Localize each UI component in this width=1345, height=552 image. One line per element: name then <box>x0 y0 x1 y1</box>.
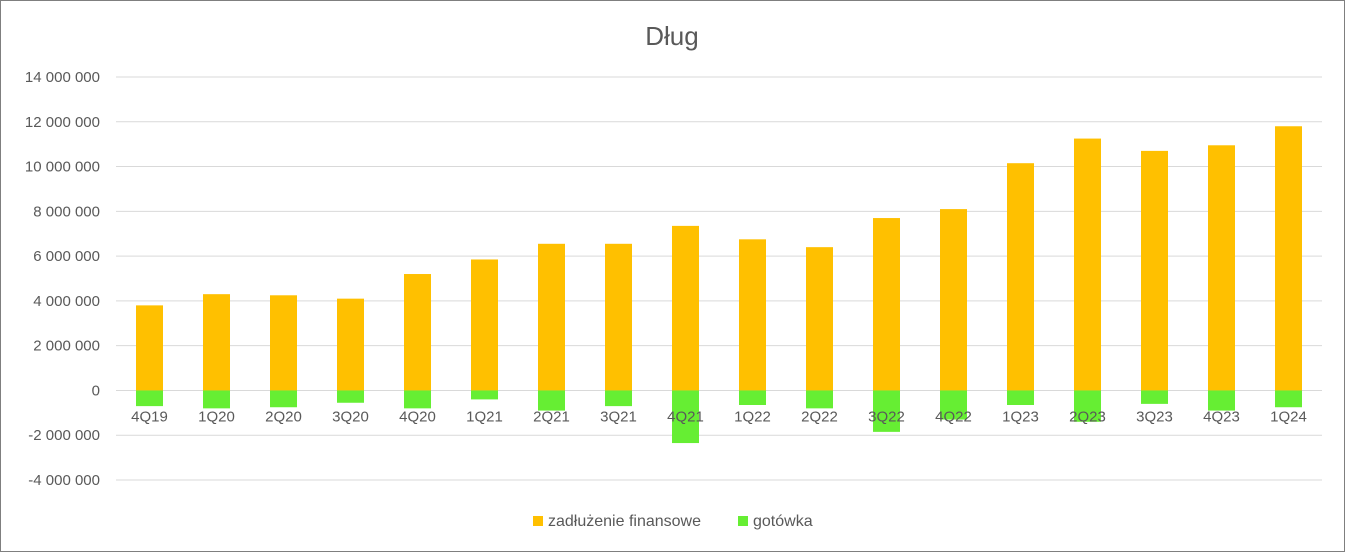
bar-cash <box>940 390 967 420</box>
x-tick-label: 4Q23 <box>1203 408 1240 425</box>
bar-debt <box>471 259 498 391</box>
bar-cash <box>873 390 900 432</box>
bar-cash <box>1141 390 1168 404</box>
bar-cash <box>1074 390 1101 422</box>
bar-debt <box>1007 163 1034 391</box>
bar-cash <box>404 390 431 409</box>
x-tick-label: 2Q21 <box>533 408 570 425</box>
legend-label-cash: gotówka <box>753 513 813 530</box>
legend: zadłużenie finansowe gotówka <box>533 513 813 530</box>
legend-label-debt: zadłużenie finansowe <box>548 513 701 530</box>
chart-title: Dług <box>645 21 698 51</box>
bar-cash <box>672 390 699 444</box>
x-tick-label: 1Q20 <box>198 408 235 425</box>
x-tick-label: 3Q21 <box>600 408 637 425</box>
x-tick-label: 1Q21 <box>466 408 503 425</box>
x-tick-label: 4Q20 <box>399 408 436 425</box>
y-tick-label: 14 000 000 <box>25 69 100 86</box>
bar-cash <box>1275 390 1302 408</box>
y-tick-label: -2 000 000 <box>28 427 100 444</box>
bar-cash <box>471 390 498 400</box>
bars <box>136 126 1302 444</box>
bar-debt <box>1275 126 1302 391</box>
x-tick-label: 3Q20 <box>332 408 369 425</box>
x-tick-label: 1Q22 <box>734 408 771 425</box>
bar-cash <box>136 390 163 407</box>
bar-cash <box>270 390 297 408</box>
x-tick-label: 3Q22 <box>868 408 905 425</box>
bar-debt <box>605 243 632 391</box>
x-axis-ticks: 4Q19 1Q20 2Q20 3Q20 4Q20 1Q21 2Q21 3Q21 4Q21 1Q22… <box>131 408 1307 425</box>
x-tick-label: 4Q21 <box>667 408 704 425</box>
bar-debt <box>739 239 766 391</box>
y-tick-label: 10 000 000 <box>25 159 100 176</box>
bar-cash <box>605 390 632 407</box>
bar-cash <box>739 390 766 405</box>
bar-cash <box>1208 390 1235 411</box>
x-tick-label: 1Q24 <box>1270 408 1307 425</box>
x-tick-label: 2Q23 <box>1069 408 1106 425</box>
legend-swatch-cash <box>738 516 748 526</box>
bar-debt <box>136 305 163 391</box>
y-tick-label: 6 000 000 <box>33 248 100 265</box>
bar-debt <box>538 243 565 391</box>
bar-cash <box>806 390 833 409</box>
bar-debt <box>1141 150 1168 391</box>
bar-debt <box>1074 138 1101 391</box>
x-tick-label: 2Q20 <box>265 408 302 425</box>
x-tick-label: 4Q19 <box>131 408 168 425</box>
x-tick-label: 4Q22 <box>935 408 972 425</box>
bar-debt <box>1208 145 1235 391</box>
x-tick-label: 1Q23 <box>1002 408 1039 425</box>
y-axis-ticks: 14 000 000 12 000 000 10 000 000 8 000 000 6… <box>25 69 100 489</box>
gridlines <box>116 76 1322 481</box>
bar-cash <box>538 390 565 411</box>
y-tick-label: 0 <box>92 382 100 399</box>
bar-debt <box>203 294 230 391</box>
bar-debt <box>873 218 900 391</box>
legend-swatch-debt <box>533 516 543 526</box>
y-tick-label: 4 000 000 <box>33 293 100 310</box>
bar-debt <box>672 225 699 391</box>
bar-debt <box>337 298 364 391</box>
bar-debt <box>270 295 297 391</box>
bar-debt <box>940 209 967 391</box>
bar-cash <box>337 390 364 403</box>
y-tick-label: 8 000 000 <box>33 203 100 220</box>
x-tick-label: 3Q23 <box>1136 408 1173 425</box>
y-tick-label: -4 000 000 <box>28 472 100 489</box>
bar-debt <box>806 247 833 391</box>
bar-cash <box>203 390 230 409</box>
x-tick-label: 2Q22 <box>801 408 838 425</box>
y-tick-label: 2 000 000 <box>33 338 100 355</box>
bar-debt <box>404 274 431 391</box>
y-tick-label: 12 000 000 <box>25 114 100 131</box>
bar-cash <box>1007 390 1034 405</box>
